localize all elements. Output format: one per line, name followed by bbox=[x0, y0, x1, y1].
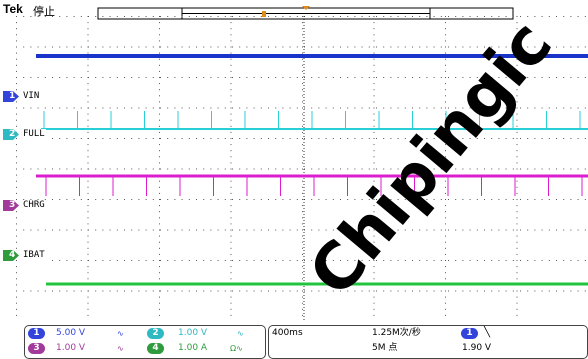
record-overview-bar[interactable] bbox=[0, 0, 588, 24]
ch4-label: IBAT bbox=[22, 250, 46, 261]
ch1-scale: 5.00 V bbox=[56, 328, 86, 338]
record-length: 5M 点 bbox=[372, 343, 398, 353]
ch4-ground-marker[interactable]: 4 bbox=[3, 250, 19, 261]
ch2-label: FULL bbox=[22, 129, 46, 140]
ch4-badge: 4 bbox=[147, 343, 164, 354]
trigger-point-icon bbox=[302, 6, 310, 10]
ch2-badge: 2 bbox=[147, 328, 164, 339]
status-bar: 1 5.00 V ∿ 2 1.00 V ∿ 3 1.00 V ∿ 4 1.00 … bbox=[0, 323, 588, 359]
graticule-dots bbox=[16, 16, 586, 316]
brand-logo: Tek bbox=[3, 2, 23, 16]
ch1-label: VIN bbox=[22, 91, 41, 102]
ch3-ground-marker[interactable]: 3 bbox=[3, 200, 19, 211]
ch2-ground-marker[interactable]: 2 bbox=[3, 129, 19, 140]
ch1-ground-marker[interactable]: 1 bbox=[3, 91, 19, 102]
ch4-ohm-icon: Ω∿ bbox=[230, 344, 243, 353]
waveform-graticule[interactable] bbox=[16, 16, 588, 321]
acquisition-state: 停止 bbox=[33, 5, 55, 18]
ch1-badge: 1 bbox=[28, 328, 45, 339]
falling-edge-icon: ╲ bbox=[484, 327, 491, 338]
ch3-badge: 3 bbox=[28, 343, 45, 354]
ch3-label: CHRG bbox=[22, 200, 46, 211]
sample-rate: 1.25M次/秒 bbox=[372, 328, 421, 338]
ch3-scale: 1.00 V bbox=[56, 343, 86, 353]
ch3-bandwidth-icon: ∿ bbox=[117, 344, 124, 353]
ch2-scale: 1.00 V bbox=[178, 328, 208, 338]
horizontal-trigger-panel[interactable] bbox=[268, 325, 588, 359]
ch1-bandwidth-icon: ∿ bbox=[117, 329, 124, 338]
timebase: 400ms bbox=[272, 328, 303, 338]
trigger-position-marker bbox=[262, 11, 266, 17]
top-bar: Tek 停止 bbox=[0, 0, 588, 24]
trigger-source-badge: 1 bbox=[461, 328, 478, 339]
ch4-scale: 1.00 A bbox=[178, 343, 208, 353]
trigger-level: 1.90 V bbox=[462, 343, 492, 353]
ch2-bandwidth-icon: ∿ bbox=[237, 329, 244, 338]
